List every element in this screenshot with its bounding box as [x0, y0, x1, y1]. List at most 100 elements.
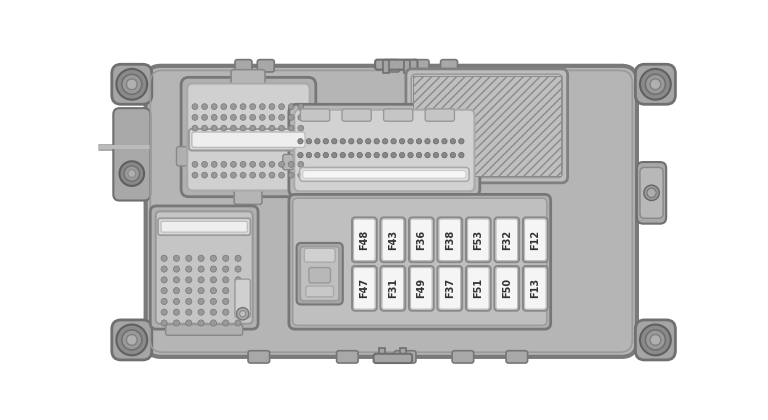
- Circle shape: [127, 79, 137, 89]
- Circle shape: [298, 139, 303, 144]
- Circle shape: [230, 115, 237, 120]
- Circle shape: [221, 104, 227, 110]
- Circle shape: [235, 277, 241, 283]
- FancyBboxPatch shape: [352, 218, 376, 262]
- Circle shape: [650, 334, 660, 345]
- FancyBboxPatch shape: [309, 268, 330, 283]
- FancyBboxPatch shape: [411, 219, 432, 260]
- FancyBboxPatch shape: [438, 218, 462, 262]
- Circle shape: [332, 139, 337, 144]
- Text: F37: F37: [445, 278, 455, 298]
- Circle shape: [240, 161, 246, 167]
- Circle shape: [202, 125, 207, 131]
- FancyBboxPatch shape: [468, 268, 489, 309]
- Circle shape: [174, 266, 180, 272]
- FancyBboxPatch shape: [495, 218, 519, 262]
- FancyBboxPatch shape: [395, 351, 416, 363]
- Circle shape: [237, 307, 249, 320]
- Circle shape: [235, 309, 241, 315]
- Circle shape: [269, 115, 275, 120]
- Circle shape: [640, 325, 670, 355]
- Text: F31: F31: [388, 278, 398, 298]
- Circle shape: [174, 298, 180, 304]
- Circle shape: [192, 161, 198, 167]
- Circle shape: [198, 288, 204, 294]
- Circle shape: [288, 172, 294, 178]
- FancyBboxPatch shape: [300, 109, 329, 121]
- Circle shape: [374, 139, 379, 144]
- Circle shape: [288, 125, 294, 131]
- Circle shape: [174, 277, 180, 283]
- Circle shape: [332, 152, 337, 158]
- Text: F51: F51: [473, 278, 483, 298]
- Circle shape: [306, 139, 312, 144]
- FancyBboxPatch shape: [373, 354, 412, 363]
- Circle shape: [382, 152, 388, 158]
- Circle shape: [279, 104, 284, 110]
- Circle shape: [433, 139, 439, 144]
- FancyBboxPatch shape: [466, 218, 491, 262]
- Circle shape: [122, 330, 142, 350]
- FancyBboxPatch shape: [146, 66, 637, 357]
- FancyBboxPatch shape: [495, 266, 519, 311]
- Circle shape: [260, 172, 265, 178]
- Circle shape: [202, 104, 207, 110]
- Circle shape: [366, 139, 371, 144]
- FancyBboxPatch shape: [293, 198, 547, 325]
- FancyBboxPatch shape: [310, 147, 320, 166]
- FancyBboxPatch shape: [352, 266, 376, 311]
- Bar: [382, 60, 389, 73]
- Circle shape: [161, 277, 167, 283]
- FancyBboxPatch shape: [637, 162, 666, 223]
- Circle shape: [647, 188, 656, 197]
- Circle shape: [425, 139, 430, 144]
- FancyBboxPatch shape: [468, 219, 489, 260]
- Circle shape: [298, 161, 303, 167]
- FancyBboxPatch shape: [151, 206, 258, 329]
- FancyBboxPatch shape: [248, 351, 270, 363]
- Circle shape: [223, 320, 229, 326]
- Circle shape: [298, 152, 303, 158]
- Circle shape: [298, 104, 303, 110]
- Circle shape: [408, 152, 413, 158]
- FancyBboxPatch shape: [412, 60, 429, 72]
- Circle shape: [433, 152, 439, 158]
- Circle shape: [288, 161, 294, 167]
- Text: F53: F53: [473, 230, 483, 250]
- FancyBboxPatch shape: [496, 268, 518, 309]
- Circle shape: [269, 161, 275, 167]
- Circle shape: [192, 104, 198, 110]
- Circle shape: [221, 115, 227, 120]
- Circle shape: [211, 125, 217, 131]
- FancyBboxPatch shape: [409, 218, 434, 262]
- Circle shape: [645, 74, 665, 94]
- Text: F38: F38: [445, 230, 455, 250]
- Circle shape: [323, 139, 329, 144]
- FancyBboxPatch shape: [411, 268, 432, 309]
- FancyBboxPatch shape: [283, 154, 293, 170]
- Circle shape: [128, 170, 136, 177]
- Circle shape: [198, 309, 204, 315]
- Circle shape: [279, 161, 284, 167]
- Circle shape: [198, 298, 204, 304]
- Circle shape: [374, 152, 379, 158]
- FancyBboxPatch shape: [296, 243, 343, 304]
- FancyBboxPatch shape: [439, 219, 461, 260]
- Circle shape: [340, 139, 346, 144]
- Circle shape: [240, 172, 246, 178]
- Circle shape: [458, 139, 464, 144]
- Text: F49: F49: [416, 278, 426, 298]
- FancyBboxPatch shape: [235, 279, 250, 318]
- FancyBboxPatch shape: [523, 266, 548, 311]
- Circle shape: [279, 115, 284, 120]
- Bar: [413, 76, 561, 176]
- FancyBboxPatch shape: [640, 168, 663, 218]
- FancyBboxPatch shape: [375, 60, 418, 70]
- Circle shape: [450, 139, 455, 144]
- FancyBboxPatch shape: [525, 268, 546, 309]
- Circle shape: [366, 152, 371, 158]
- Circle shape: [210, 277, 217, 283]
- FancyBboxPatch shape: [353, 268, 375, 309]
- Circle shape: [230, 125, 237, 131]
- Circle shape: [230, 172, 237, 178]
